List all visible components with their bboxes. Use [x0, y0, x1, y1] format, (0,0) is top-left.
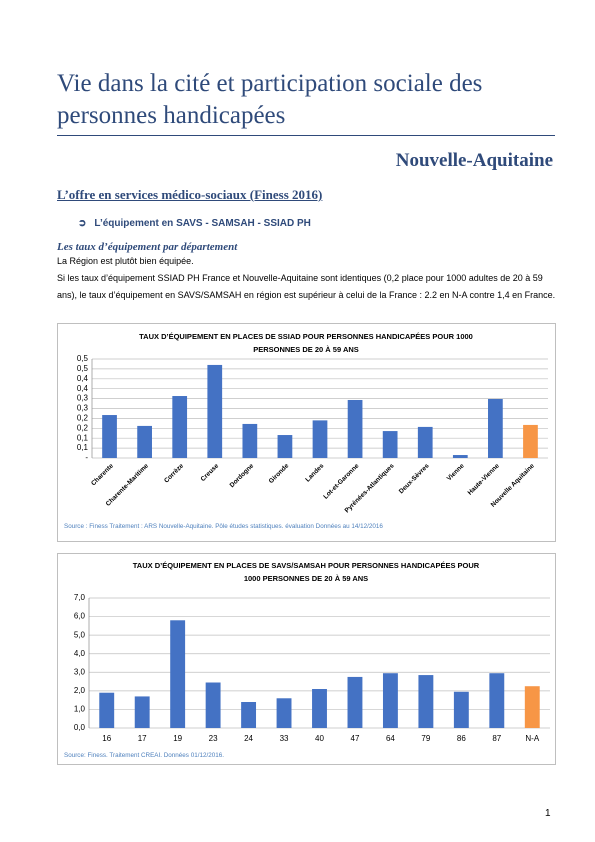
x-tick-label: 17: [138, 734, 147, 743]
bullet-text: L’équipement en SAVS - SAMSAH - SSIAD PH: [94, 218, 311, 229]
bar: [453, 691, 469, 728]
x-tick-label: Charente: [90, 462, 115, 487]
source: Source : Finess Traitement : ARS Nouvell…: [64, 523, 383, 530]
y-tick-label: 6,0: [74, 612, 86, 621]
y-tick-label: 0,4: [77, 374, 89, 383]
x-tick-label: 64: [386, 734, 395, 743]
bar: [417, 426, 433, 458]
bar: [207, 364, 223, 458]
bar: [134, 696, 150, 728]
x-tick-label: Gironde: [268, 462, 291, 485]
bar: [137, 425, 152, 458]
chart-title: TAUX D’ÉQUIPEMENT EN PLACES DE SSIAD POU…: [139, 332, 473, 341]
x-tick-label: 86: [457, 734, 466, 743]
y-tick-label: -: [85, 453, 88, 462]
bar: [347, 676, 363, 728]
x-tick-label: 33: [280, 734, 289, 743]
source: Source: Finess. Traitement CREAI. Donnée…: [64, 752, 224, 759]
bar: [382, 673, 398, 728]
chart-box: TAUX D’ÉQUIPEMENT EN PLACES DE SAVS/SAMS…: [57, 553, 556, 765]
bar: [170, 620, 186, 728]
x-tick-label: 23: [209, 734, 218, 743]
x-tick-label: 24: [244, 734, 253, 743]
chart-box: TAUX D’ÉQUIPEMENT EN PLACES DE SSIAD POU…: [57, 323, 556, 542]
x-tick-label: Haute-Vienne: [467, 462, 502, 497]
bar: [241, 702, 257, 728]
bar: [205, 682, 221, 728]
region: Nouvelle-Aquitaine: [395, 150, 553, 171]
paragraph: Si les taux d’équipement SSIAD PH France…: [57, 273, 556, 300]
bar: [489, 673, 505, 728]
bar: [347, 399, 363, 458]
page-number: 1: [545, 808, 551, 819]
y-tick-label: 0,3: [77, 404, 89, 413]
title-rule: [57, 135, 555, 136]
y-tick-label: 0,2: [77, 423, 89, 432]
x-tick-label: Corrèze: [163, 462, 185, 484]
bar: [488, 398, 503, 458]
y-tick-label: 1,0: [74, 705, 86, 714]
chart-title: TAUX D’ÉQUIPEMENT EN PLACES DE SAVS/SAMS…: [133, 561, 480, 570]
x-tick-label: 19: [173, 734, 182, 743]
bar: [524, 686, 540, 728]
y-tick-label: 0,4: [77, 384, 89, 393]
y-tick-label: 4,0: [74, 649, 86, 658]
chart-title: 1000 PERSONNES DE 20 À 59 ANS: [244, 574, 368, 583]
x-tick-label: 40: [315, 734, 324, 743]
y-tick-label: 0,1: [77, 443, 89, 452]
bar: [276, 698, 292, 728]
chart: TAUX D’ÉQUIPEMENT EN PLACES DE SSIAD POU…: [64, 332, 548, 530]
y-tick-label: 0,5: [77, 354, 89, 363]
bar: [452, 455, 468, 458]
chart: TAUX D’ÉQUIPEMENT EN PLACES DE SAVS/SAMS…: [64, 561, 550, 759]
bar: [277, 435, 293, 458]
y-tick-label: 7,0: [74, 593, 86, 602]
x-tick-label: 16: [102, 734, 111, 743]
x-tick-label: 79: [421, 734, 430, 743]
x-tick-label: Landes: [304, 462, 325, 483]
x-tick-label: Deux-Sèvres: [398, 462, 431, 495]
x-tick-label: Creuse: [200, 462, 221, 483]
paragraph: La Région est plutôt bien équipée.: [57, 256, 194, 266]
title: Vie dans la cité et participation social…: [57, 70, 483, 129]
bar: [418, 675, 434, 728]
bar: [99, 692, 115, 728]
y-tick-label: 0,0: [74, 723, 86, 732]
x-tick-label: Dordogne: [229, 462, 256, 489]
bar: [382, 431, 398, 458]
y-tick-label: 0,2: [77, 414, 89, 423]
y-tick-label: 3,0: [74, 667, 86, 676]
chart-title: PERSONNES DE 20 À 59 ANS: [253, 345, 359, 354]
bar: [312, 689, 327, 728]
bar: [312, 420, 328, 458]
bar: [172, 396, 188, 458]
bar: [102, 415, 117, 458]
bar: [242, 423, 258, 458]
subheading: Les taux d’équipement par département: [57, 241, 238, 253]
x-tick-label: Lot-et-Garonne: [322, 462, 360, 500]
x-tick-label: Vienne: [446, 462, 466, 482]
x-tick-label: N-A: [525, 734, 539, 743]
y-tick-label: 0,5: [77, 364, 89, 373]
x-tick-label: 87: [492, 734, 501, 743]
y-tick-label: 5,0: [74, 630, 86, 639]
bar: [523, 424, 538, 458]
y-tick-label: 2,0: [74, 686, 86, 695]
y-tick-label: 0,1: [77, 433, 89, 442]
y-tick-label: 0,3: [77, 394, 89, 403]
section-heading: L’offre en services médico-sociaux (Fine…: [57, 187, 323, 202]
bullet: ➲ L’équipement en SAVS - SAMSAH - SSIAD P…: [78, 218, 311, 229]
x-tick-label: 47: [351, 734, 360, 743]
